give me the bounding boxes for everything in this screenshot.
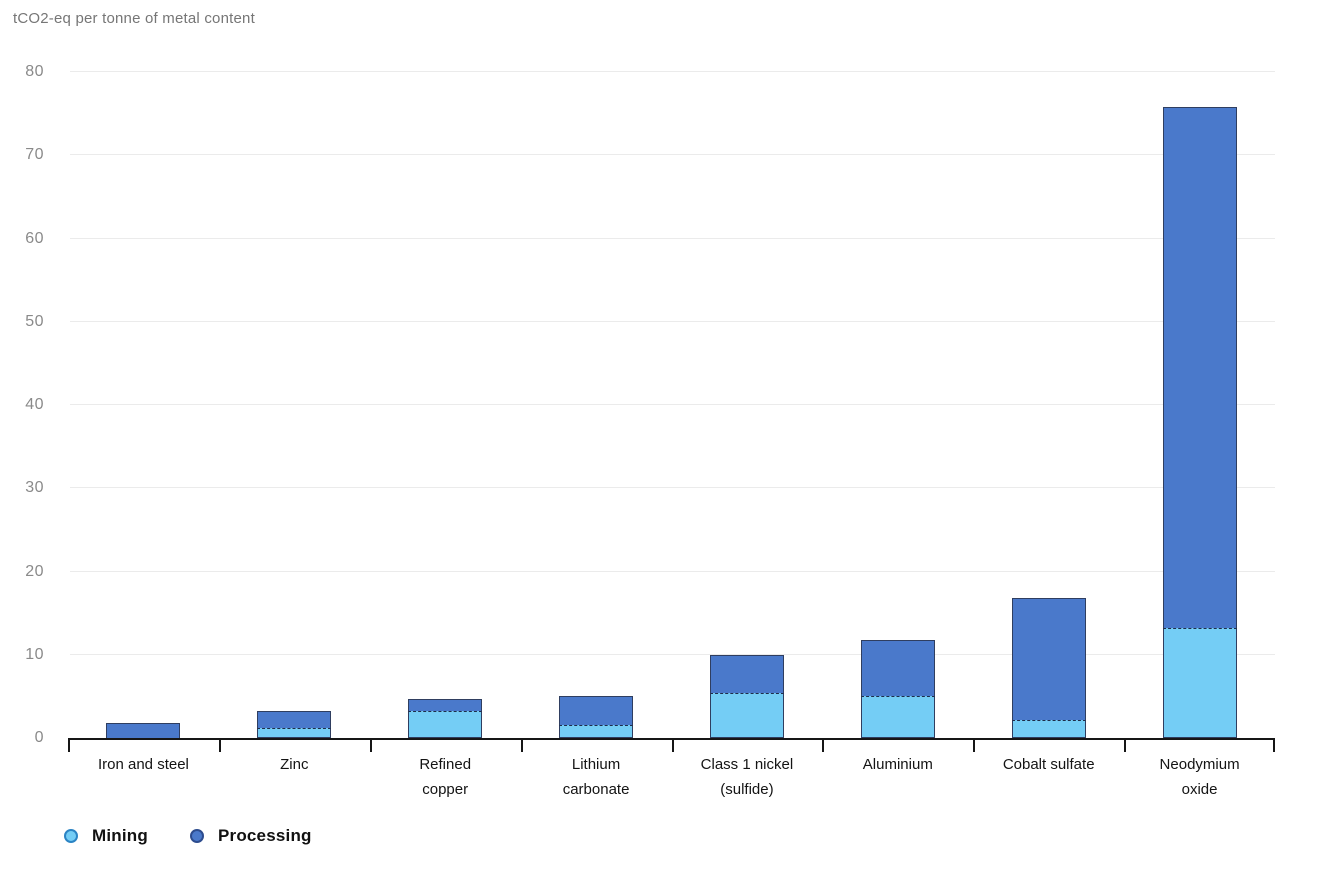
y-tick-label-70: 70 [25,146,44,164]
x-axis-tick [369,738,372,752]
x-label-lithium: Lithium carbonate [562,756,630,798]
x-label-aluminium: Aluminium [862,756,933,773]
x-axis-tick [1124,738,1127,752]
bar-aluminium [860,639,935,738]
y-tick-label-10: 10 [25,645,44,663]
y-tick-label-20: 20 [25,562,44,580]
plot-area [68,71,1275,738]
bar-neodymium [1162,106,1237,738]
x-axis: Iron and steel Zinc Refined copper Lithium … [68,738,1275,808]
segment-mining-cobalt-sulfate [1011,719,1086,738]
x-axis-tick [671,738,674,752]
legend-item-processing[interactable]: Processing [189,826,312,846]
bar-lithium [559,696,634,738]
y-axis-unit-label: tCO2-eq per tonne of metal content [13,10,255,27]
segment-mining-zinc [257,728,332,738]
gridline-20 [70,570,1275,572]
bar-cobalt-sulfate [1011,598,1086,738]
segment-mining-refined [408,710,483,738]
x-label-neodymium: Neodymium oxide [1159,756,1240,798]
segment-processing-iron-and-steel [106,723,181,738]
x-axis-tick [822,738,825,752]
x-axis-tick [973,738,976,752]
bar-refined [408,698,483,738]
y-tick-label-40: 40 [25,396,44,413]
x-axis-tick [520,738,523,752]
gridline-50 [70,320,1275,322]
y-axis: 0 10 20 30 40 50 60 70 80 [0,63,44,746]
gridline-10 [70,653,1275,655]
x-axis-tick [1273,738,1275,752]
gridline-60 [70,237,1275,239]
y-tick-label-80: 80 [25,63,44,80]
legend-item-mining[interactable]: Mining [64,826,148,846]
segment-mining-lithium [559,724,634,738]
x-label-refined: Refined copper [419,756,472,798]
legend-label-processing: Processing [217,826,312,845]
legend: Mining Processing [64,822,312,850]
segment-processing-neodymium [1162,106,1237,629]
gridline-70 [70,154,1275,156]
x-axis-tick [68,738,70,752]
segment-mining-neodymium [1162,628,1237,738]
x-label-cobalt-sulfate: Cobalt sulfate [1002,756,1095,773]
x-label-iron-and-steel: Iron and steel [97,756,189,773]
y-tick-label-0: 0 [34,729,44,746]
segment-mining-aluminium [860,696,935,738]
bar-class-1-nickel [709,654,784,738]
x-label-class-1-nickel: Class 1 nickel (sulfide) [700,756,794,798]
legend-label-mining: Mining [92,826,148,845]
y-tick-label-50: 50 [25,312,44,330]
processing-legend-dot-icon [189,829,204,843]
bar-iron-and-steel [106,723,181,738]
segment-processing-class-1-nickel [709,654,784,694]
segment-processing-zinc [257,711,332,729]
segment-mining-class-1-nickel [709,693,784,738]
x-label-zinc: Zinc [280,756,309,773]
segment-processing-refined [408,698,483,711]
gridline-40 [70,404,1275,405]
gridline-80 [70,71,1275,72]
mining-legend-dot-icon [64,829,78,843]
y-tick-label-60: 60 [25,229,44,247]
bar-zinc [257,711,332,738]
segment-processing-cobalt-sulfate [1011,598,1086,720]
segment-processing-aluminium [860,639,935,697]
y-tick-label-30: 30 [25,479,44,497]
x-axis-tick [218,738,221,752]
segment-processing-lithium [559,696,634,725]
gridline-30 [70,487,1275,489]
